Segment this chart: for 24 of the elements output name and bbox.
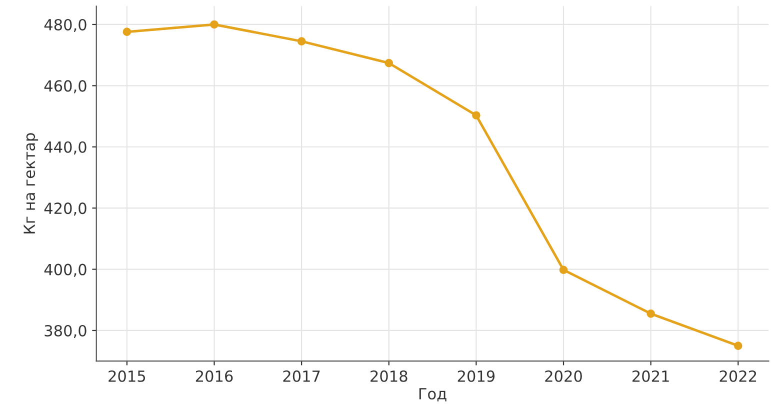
point xyxy=(384,58,394,68)
point xyxy=(646,309,655,318)
x-tick-label: 2017 xyxy=(283,370,320,382)
x-tick-label: 2022 xyxy=(720,370,756,382)
point xyxy=(559,266,568,274)
y-tick-label: 400,0 xyxy=(44,264,86,277)
y-tick-label: 440,0 xyxy=(44,141,86,154)
x-tick-label: 2019 xyxy=(458,370,495,382)
y-tick-label: 420,0 xyxy=(44,202,86,216)
x-tick-label: 2016 xyxy=(196,370,233,382)
x-tick-label: 2021 xyxy=(632,370,669,382)
y-tick-label: 460,0 xyxy=(44,80,86,94)
point xyxy=(210,20,218,29)
y-axis-title: Кг на гектар xyxy=(24,133,38,234)
y-tick-label: 480,0 xyxy=(44,18,86,32)
y-tick-label: 380,0 xyxy=(44,324,86,338)
point xyxy=(122,28,132,36)
x-tick-label: 2015 xyxy=(108,370,146,382)
x-axis-title: Год xyxy=(419,388,446,402)
x-tick-label: 2018 xyxy=(370,370,408,382)
point xyxy=(297,37,306,46)
x-tick-label: 2020 xyxy=(545,370,582,382)
point xyxy=(472,111,480,120)
point xyxy=(734,342,742,350)
